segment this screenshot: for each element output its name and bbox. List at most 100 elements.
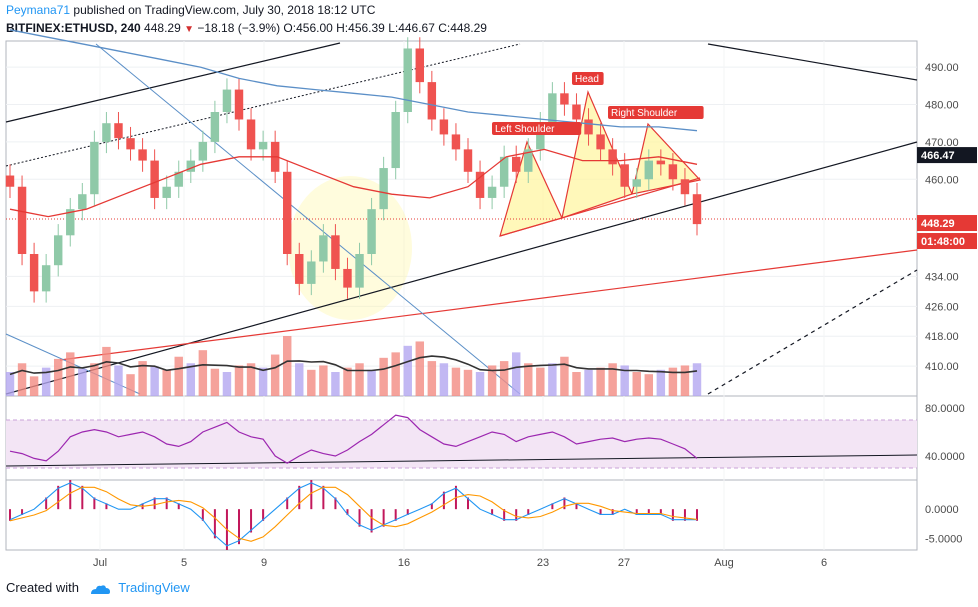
candle-body [5,175,15,187]
macd-signal-line [9,486,698,542]
pattern-labels: Left Shoulder Head Right Shoulder [492,72,704,135]
volume-bar [114,365,123,396]
volume-bar [644,374,654,396]
candle-body [367,209,376,254]
candle-body [680,179,690,195]
volume-bar [258,367,268,396]
published-text: published on TradingView.com, July 30, 2… [73,3,376,17]
candle-body [41,265,51,292]
price-tick-label: 490.00 [925,62,959,74]
annotation-label: Head [575,74,599,85]
volume-bar [126,374,135,396]
price-tick-label: 434.00 [925,271,959,283]
candle-body [90,141,99,195]
candle-body [499,156,509,187]
volume-bar [620,365,629,396]
volume-bar [596,367,605,396]
annotation-label: Left Shoulder [495,124,555,135]
candle-body [379,168,388,210]
volume-bar [403,345,412,396]
tradingview-brand-link[interactable]: TradingView [118,580,190,595]
annotation-badge [492,122,582,135]
volume-bar [174,356,183,396]
volume-bar [511,352,521,396]
volume-bar [53,358,63,396]
volume-bar [270,354,280,396]
pane-frames [5,40,918,551]
created-with-text: Created with [6,580,79,595]
sma-blue-line [9,29,698,132]
low-value: L:446.67 [388,21,435,35]
macd-pane-frame [5,479,918,551]
price-badge [917,147,977,164]
upper-resistance-line [707,43,918,81]
annotation-label: Right Shoulder [611,108,678,119]
volume-bar [90,363,99,396]
price-tick-label: 460.00 [925,174,959,186]
high-value: H:456.39 [336,21,385,35]
rsi-line [9,414,698,464]
price-tick-label: 470.00 [925,137,959,149]
volume-bar [656,369,666,396]
annotation-badge [608,106,704,119]
volume-bar [692,363,702,396]
price-tick-label: 480.00 [925,100,959,112]
time-tick-label: 9 [261,557,267,569]
volume-bar [78,368,87,396]
candle-body [475,171,485,198]
candle-body [319,235,328,262]
candle-body [644,160,654,180]
candle-body [463,149,473,172]
candle-body [234,89,244,120]
volume-bar [331,372,340,396]
author-link[interactable]: Peymana71 [6,3,71,17]
candle-body [331,235,340,269]
volume-bar [210,368,220,396]
candle-body [355,254,364,288]
candle-body [114,123,123,139]
candle-body [572,104,581,120]
volume-bar [343,367,352,396]
volume-bar [536,367,545,396]
ohlc-line: BITFINEX:ETHUSD, 240 448.29 ▼ −18.18 (−3… [6,21,487,35]
price-tick-label: 418.00 [925,331,959,343]
price-badge [917,215,977,232]
candle-body [66,209,75,236]
volume-bar [560,356,569,396]
symbol-label[interactable]: BITFINEX:ETHUSD, 240 [6,21,141,35]
candle-body [343,268,352,288]
price-candles [5,37,702,303]
volume-bar [584,369,593,396]
candle-body [391,112,400,169]
volume-bar [487,365,497,396]
volume-bar [608,363,617,396]
candle-body [524,149,533,172]
candle-body [150,160,159,198]
candle-body [668,164,678,180]
neckline [499,177,701,237]
volume-bar [439,363,449,396]
time-tick-label: 27 [618,557,630,569]
volume-bar [572,372,581,396]
volume-bar [17,363,27,396]
volume-bar [391,352,400,396]
macd-line [9,482,697,547]
close-value: C:448.29 [438,21,487,35]
candle-body [548,93,557,124]
price-badge-label: 466.47 [921,150,955,162]
volume-bar [499,361,509,396]
price-badge-label: 448.29 [921,218,955,230]
volume-bar [234,365,244,396]
volume-bar [548,363,557,396]
volume-bar [222,372,232,396]
volume-bar [668,367,678,396]
candle-body [403,48,412,112]
candle-body [427,82,437,120]
volume-bar [5,372,15,396]
support-trendline [5,141,918,395]
drawing-overlay [5,42,918,395]
candle-body [632,179,641,187]
volume-bar [198,350,208,396]
time-tick-label: 6 [821,557,827,569]
